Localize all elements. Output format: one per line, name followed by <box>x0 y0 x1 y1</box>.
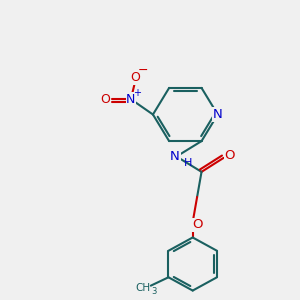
Text: O: O <box>192 218 202 231</box>
Text: −: − <box>137 64 148 77</box>
Text: N: N <box>213 108 223 121</box>
Text: CH: CH <box>135 283 150 293</box>
Text: 3: 3 <box>152 287 157 296</box>
Text: O: O <box>100 93 110 106</box>
Text: +: + <box>133 88 141 98</box>
Text: O: O <box>224 148 235 162</box>
Text: O: O <box>130 71 140 84</box>
Text: N: N <box>170 150 180 163</box>
Text: H: H <box>184 158 192 168</box>
Text: N: N <box>126 93 136 106</box>
